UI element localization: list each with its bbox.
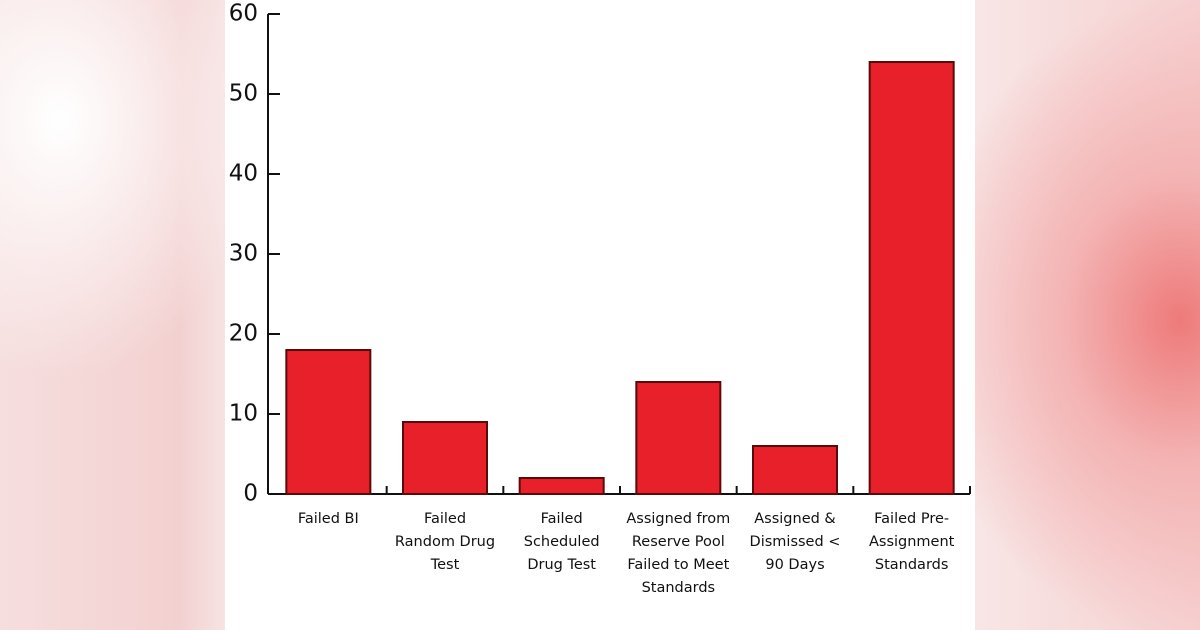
bar — [868, 61, 955, 495]
bar — [635, 381, 722, 495]
y-tick-label: 20 — [229, 321, 258, 347]
y-tick-label: 30 — [229, 241, 258, 267]
bar — [518, 477, 605, 495]
x-tick-label: Failed BI — [297, 511, 359, 527]
y-tick-label: 10 — [229, 401, 258, 427]
x-tick-label: Assigned & Dismissed < 90 Days — [749, 511, 841, 573]
x-tick-label: Failed Random Drug Test — [394, 511, 496, 573]
y-tick-label: 60 — [229, 1, 258, 27]
chart-panel — [225, 0, 975, 630]
x-tick-label: Failed Pre-Assignment Standards — [868, 511, 955, 573]
y-tick-label: 50 — [229, 81, 258, 107]
x-tick-label: Assigned from Reserve Pool Failed to Mee… — [626, 511, 731, 596]
y-tick-label: 0 — [243, 481, 258, 507]
x-tick-label: Failed Scheduled Drug Test — [523, 511, 600, 573]
bar — [285, 349, 372, 495]
y-tick-label: 40 — [229, 161, 258, 187]
bar — [752, 445, 838, 495]
bar — [402, 421, 488, 495]
